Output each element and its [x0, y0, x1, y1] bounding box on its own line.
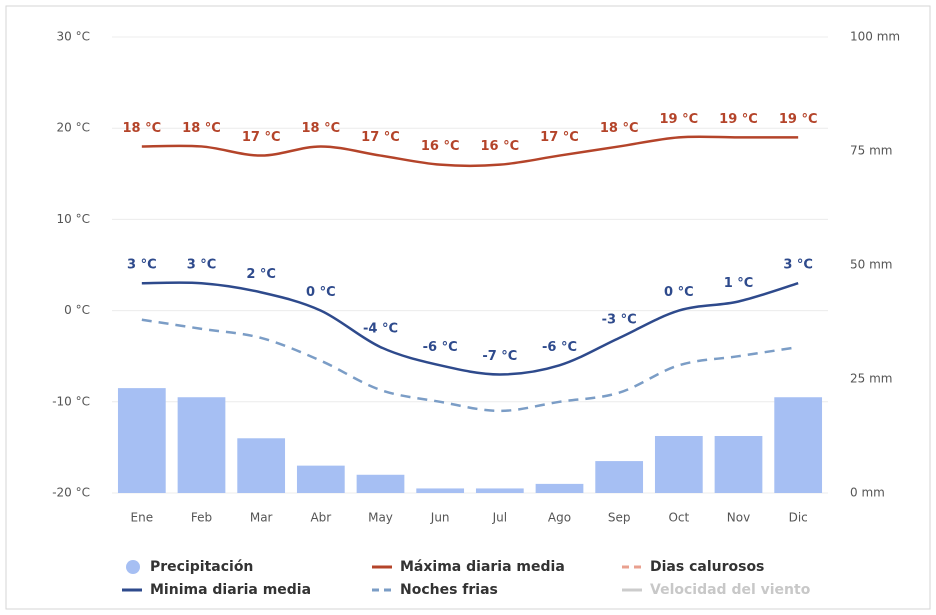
x-tick-label: Mar [250, 511, 273, 525]
line [141, 281, 799, 376]
legend-symbol [126, 560, 140, 574]
x-tick-label: Nov [727, 511, 750, 525]
x-tick-label: Abr [310, 511, 331, 525]
x-tick-label: Ene [131, 511, 154, 525]
legend-item[interactable]: Velocidad del viento [622, 582, 811, 598]
y-tick-label: 20 °C [57, 121, 90, 135]
data-label: 17 °C [242, 130, 281, 145]
data-label: 3 °C [127, 258, 157, 273]
data-label: 18 °C [301, 121, 340, 136]
legend-item[interactable]: Dias calurosos [622, 559, 764, 575]
legend-label: Máxima diaria media [400, 559, 565, 575]
y2-tick-label: 50 mm [850, 258, 892, 272]
data-label: 17 °C [540, 130, 579, 145]
y2-tick-label: 100 mm [850, 30, 900, 44]
legend-item[interactable]: Máxima diaria media [372, 559, 565, 575]
data-label: 16 °C [480, 139, 519, 154]
data-label: -3 °C [602, 312, 637, 327]
y-tick-label: 0 °C [64, 303, 90, 317]
bar [654, 436, 703, 493]
y-tick-label: 30 °C [57, 30, 90, 44]
legend-label: Minima diaria media [150, 582, 311, 598]
x-tick-label: May [368, 511, 393, 525]
legend-label: Velocidad del viento [650, 582, 811, 598]
data-label: 17 °C [361, 130, 400, 145]
data-label: 2 °C [246, 267, 276, 282]
y-tick-label: 10 °C [57, 212, 90, 226]
x-tick-label: Ago [548, 511, 571, 525]
data-label: 19 °C [779, 112, 818, 127]
x-tick-label: Jun [430, 511, 450, 525]
frame [5, 5, 931, 610]
legend-label: Precipitación [150, 559, 253, 575]
data-label: 19 °C [719, 112, 758, 127]
bar [416, 488, 465, 493]
data-label: -7 °C [482, 349, 517, 364]
y2-tick-label: 0 mm [850, 486, 885, 500]
bar [237, 438, 286, 493]
legend-label: Noches frias [400, 582, 498, 598]
x-tick-label: Dic [789, 511, 808, 525]
data-label: 0 °C [306, 285, 336, 300]
x-tick-label: Oct [668, 511, 689, 525]
y2-tick-label: 75 mm [850, 144, 892, 158]
bar [774, 397, 823, 493]
data-label: -6 °C [542, 340, 577, 355]
data-label: 0 °C [664, 285, 694, 300]
legend-item[interactable]: Minima diaria media [122, 582, 311, 598]
x-tick-label: Jul [492, 511, 507, 525]
data-label: -4 °C [363, 322, 398, 337]
data-label: 19 °C [659, 112, 698, 127]
line [141, 318, 799, 413]
data-label: 18 °C [182, 121, 221, 136]
data-label: 1 °C [724, 276, 754, 291]
y-tick-label: -10 °C [52, 394, 90, 408]
data-label: 16 °C [421, 139, 460, 154]
line [141, 135, 799, 168]
bar [595, 461, 644, 493]
y-tick-label: -20 °C [52, 486, 90, 500]
data-label: 3 °C [187, 258, 217, 273]
bar [117, 388, 166, 493]
bar [356, 474, 405, 493]
y2-tick-label: 25 mm [850, 372, 892, 386]
x-tick-label: Sep [608, 511, 631, 525]
data-label: 3 °C [783, 258, 813, 273]
legend-item[interactable]: Precipitación [126, 559, 253, 575]
data-label: 18 °C [122, 121, 161, 136]
x-tick-label: Feb [191, 511, 212, 525]
data-label: -6 °C [423, 340, 458, 355]
bar [177, 397, 226, 493]
bar [475, 488, 524, 493]
data-label: 18 °C [600, 121, 639, 136]
bar [714, 436, 763, 493]
bar [535, 483, 584, 493]
bar [296, 465, 345, 493]
legend-label: Dias calurosos [650, 559, 764, 575]
legend-item[interactable]: Noches frias [372, 582, 498, 598]
